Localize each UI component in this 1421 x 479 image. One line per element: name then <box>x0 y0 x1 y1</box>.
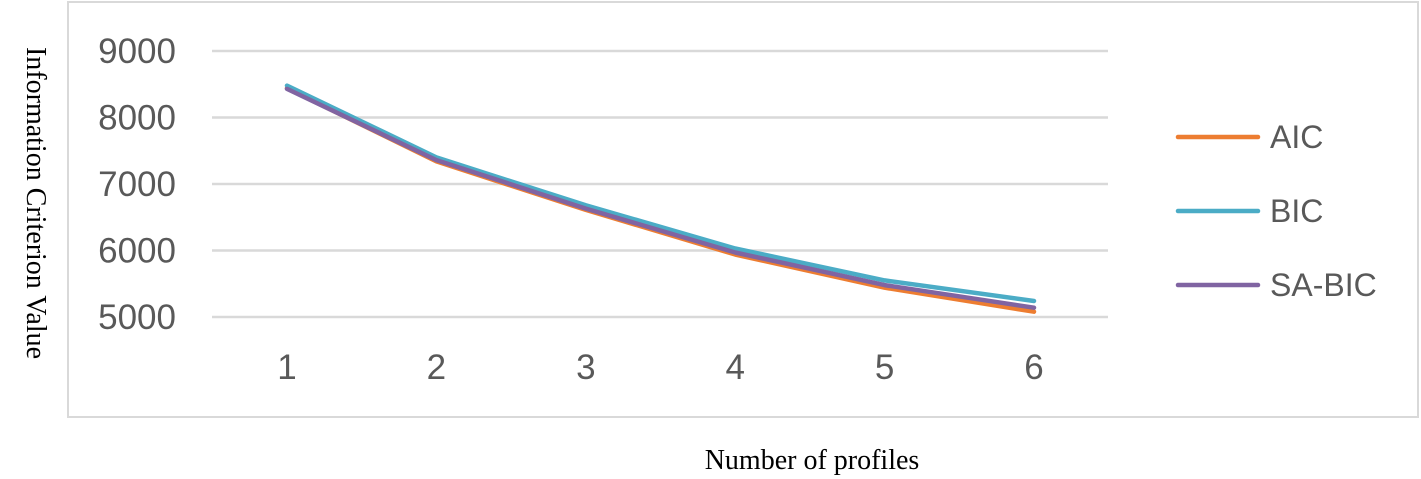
x-tick-label: 6 <box>1024 348 1043 387</box>
x-tick-label: 5 <box>875 348 894 387</box>
x-axis-title: Number of profiles <box>705 445 920 476</box>
y-axis-ticks: 5000 6000 7000 8000 9000 <box>98 32 176 337</box>
y-axis-title: Information Criterion Value <box>20 47 51 359</box>
x-tick-label: 2 <box>427 348 446 387</box>
x-tick-label: 3 <box>576 348 595 387</box>
y-tick-label: 6000 <box>98 232 176 271</box>
series-lines <box>284 83 1037 314</box>
y-tick-label: 7000 <box>98 165 176 204</box>
legend-label: BIC <box>1270 193 1323 229</box>
x-tick-label: 4 <box>725 348 744 387</box>
legend-item-sa-bic: SA-BIC <box>1175 267 1377 303</box>
series-line-bic <box>284 83 1037 304</box>
y-tick-label: 5000 <box>98 298 176 337</box>
legend-label: AIC <box>1270 119 1323 155</box>
y-tick-label: 8000 <box>98 99 176 138</box>
legend: AIC BIC SA-BIC <box>1175 119 1377 303</box>
legend-item-bic: BIC <box>1175 193 1323 229</box>
x-axis-ticks: 1 2 3 4 5 6 <box>277 348 1043 387</box>
y-tick-label: 9000 <box>98 32 176 71</box>
gridlines <box>212 49 1108 319</box>
legend-label: SA-BIC <box>1270 267 1377 303</box>
series-line-sa-bic <box>284 86 1037 310</box>
x-tick-label: 1 <box>277 348 296 387</box>
legend-item-aic: AIC <box>1175 119 1323 155</box>
